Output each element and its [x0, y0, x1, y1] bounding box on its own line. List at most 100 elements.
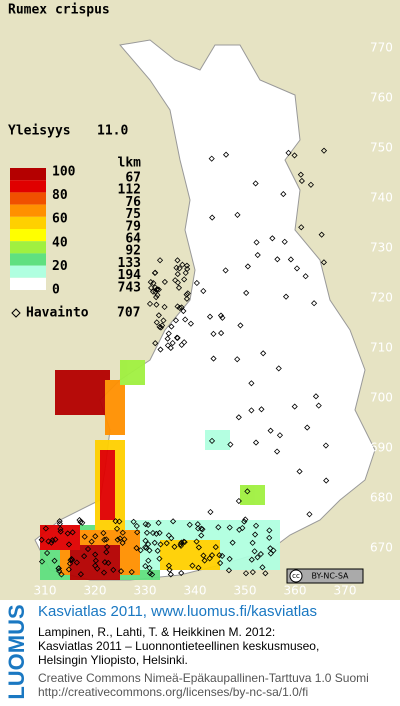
- observation-marker: [218, 329, 225, 337]
- observation-marker: [312, 393, 320, 400]
- observation-marker: [302, 273, 309, 280]
- citation-line: Lampinen, R., Lahti, T. & Heikkinen M. 2…: [38, 625, 275, 639]
- legend-swatch: [10, 253, 46, 266]
- observation-marker: [55, 565, 62, 572]
- observation-marker: [199, 526, 206, 533]
- observation-marker: [252, 531, 259, 538]
- observation-marker: [168, 323, 175, 330]
- observation-marker: [195, 564, 202, 571]
- legend-count: 67: [125, 171, 141, 186]
- observation-count: 707: [117, 306, 140, 321]
- observation-marker: [156, 529, 163, 536]
- observation-marker: [149, 288, 157, 295]
- northing-label: 740: [370, 191, 393, 205]
- observation-marker: [248, 556, 255, 563]
- observation-marker: [206, 555, 213, 562]
- observation-marker: [51, 557, 58, 564]
- observation-marker: [103, 549, 110, 556]
- observation-marker: [157, 541, 164, 548]
- observation-marker: [81, 553, 88, 560]
- observation-marker: [119, 539, 126, 547]
- observation-marker: [242, 516, 249, 523]
- observation-marker: [252, 522, 260, 529]
- observation-marker: [155, 286, 162, 293]
- northing-label: 670: [370, 541, 393, 555]
- observation-marker: [184, 290, 191, 297]
- observation-marker: [146, 564, 153, 572]
- observation-marker: [276, 432, 284, 439]
- license-line: http://creativecommons.org/licenses/by-n…: [38, 685, 308, 699]
- observation-marker: [68, 555, 75, 563]
- observation-marker: [100, 529, 107, 537]
- observation-marker: [161, 278, 168, 286]
- observation-marker: [92, 533, 99, 540]
- observation-marker: [216, 552, 223, 559]
- northing-label: 730: [370, 241, 393, 255]
- observation-marker: [56, 518, 63, 525]
- observation-marker: [235, 414, 242, 421]
- observation-marker: [297, 171, 304, 178]
- observation-marker: [183, 295, 190, 302]
- observation-marker: [281, 238, 288, 245]
- license-line: Creative Commons Nimeä-Epäkaupallinen-Ta…: [38, 671, 369, 685]
- observation-marker: [149, 529, 157, 537]
- observation-marker: [267, 550, 274, 557]
- observation-marker: [234, 211, 241, 218]
- legend-count: 92: [125, 244, 141, 259]
- observation-marker: [208, 155, 215, 162]
- observation-marker: [174, 303, 181, 310]
- easting-label: 360: [284, 584, 307, 598]
- northing-label: 720: [370, 291, 393, 305]
- observation-marker: [177, 542, 185, 549]
- observation-marker: [77, 571, 84, 578]
- observation-marker: [183, 262, 190, 269]
- legend-count: 79: [125, 219, 141, 234]
- observation-marker: [239, 524, 246, 532]
- observation-marker: [249, 539, 256, 546]
- observation-marker: [217, 559, 224, 567]
- legend-count: 112: [118, 183, 141, 198]
- observation-marker: [244, 488, 251, 495]
- legend-scale-label: 20: [52, 259, 68, 274]
- observation-marker: [133, 544, 140, 552]
- observation-marker: [119, 529, 126, 536]
- observation-marker: [296, 468, 303, 475]
- observation-marker: [153, 319, 160, 326]
- observation-marker: [145, 557, 152, 564]
- observation-marker: [161, 303, 168, 311]
- observation-marker: [315, 402, 322, 409]
- count-header: lkm: [118, 156, 142, 171]
- observation-marker: [226, 555, 233, 562]
- observation-marker: [209, 552, 216, 559]
- northing-label: 750: [370, 141, 393, 155]
- observation-marker: [252, 180, 259, 187]
- easting-label: 340: [184, 584, 207, 598]
- observation-marker: [306, 511, 313, 518]
- observation-marker: [156, 323, 163, 330]
- observation-marker: [234, 356, 241, 363]
- observation-marker: [150, 280, 157, 287]
- observation-marker: [156, 555, 163, 562]
- observation-marker: [266, 534, 273, 541]
- observation-marker: [146, 300, 154, 307]
- observation-marker: [113, 525, 121, 532]
- observation-marker: [58, 571, 65, 578]
- legend-scale-label: 40: [52, 235, 68, 250]
- observation-marker: [130, 518, 137, 525]
- observation-label: Havainto: [26, 306, 89, 321]
- observation-marker: [193, 279, 200, 287]
- observation-marker: [322, 442, 329, 449]
- observation-marker: [217, 312, 225, 319]
- observation-marker: [210, 355, 217, 362]
- observation-marker: [64, 530, 71, 537]
- observation-marker: [143, 529, 151, 536]
- observation-marker: [178, 341, 185, 348]
- observation-marker: [133, 522, 140, 530]
- observation-marker: [65, 541, 73, 548]
- observation-marker: [142, 544, 149, 551]
- observation-marker: [252, 439, 260, 446]
- observation-marker: [304, 424, 311, 431]
- observation-marker: [163, 540, 170, 547]
- legend-swatch: [10, 265, 46, 278]
